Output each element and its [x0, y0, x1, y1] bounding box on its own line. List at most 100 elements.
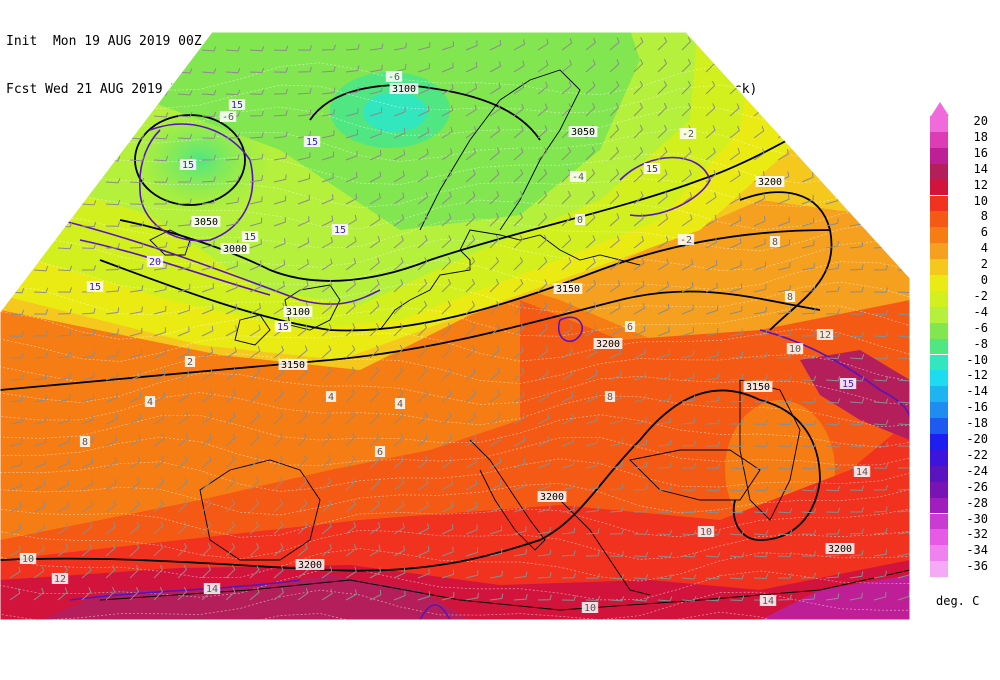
wind-barb — [537, 190, 548, 205]
wind-barb — [417, 235, 428, 249]
wind-barb — [9, 480, 22, 491]
wind-barb — [369, 433, 380, 447]
wind-barb — [129, 263, 144, 271]
wind-barb — [9, 177, 25, 184]
wind-barb — [441, 569, 454, 579]
wind-barb — [393, 192, 405, 205]
wind-barb — [729, 573, 745, 580]
wind-barb — [129, 477, 141, 491]
wind-barb — [33, 416, 47, 425]
wind-barb — [753, 126, 765, 139]
wind-barb — [249, 498, 260, 513]
wind-barb — [633, 58, 644, 73]
wind-barb — [465, 213, 476, 227]
isotherm-line — [0, 259, 910, 291]
wind-barb — [465, 345, 476, 359]
wind-barb — [105, 586, 116, 601]
wind-barb — [393, 590, 406, 601]
wind-barb — [441, 433, 453, 447]
wind-barb — [273, 195, 287, 205]
wind-barb — [657, 36, 668, 51]
wind-barb — [705, 103, 716, 117]
wind-barb — [777, 486, 793, 492]
wind-barb — [465, 389, 476, 403]
wind-barb — [9, 374, 24, 381]
wind-barb — [657, 552, 673, 558]
temperature-label-background — [769, 236, 781, 247]
temperature-label: 10 — [700, 527, 712, 538]
wind-barb — [489, 82, 501, 95]
coastline-caspian — [739, 379, 801, 521]
wind-barb — [561, 38, 573, 51]
coastline-britain — [284, 284, 341, 331]
legend-label: -36 — [966, 559, 988, 574]
wind-barb — [57, 479, 70, 491]
wind-barb — [321, 543, 333, 557]
wind-barb — [729, 147, 741, 161]
wind-barb — [417, 366, 428, 381]
wind-barb — [849, 60, 861, 73]
legend-label: 2 — [980, 257, 988, 272]
wind-barb — [873, 484, 888, 491]
legend-label: -4 — [973, 304, 988, 319]
wind-barb — [657, 124, 668, 139]
wind-barb — [225, 389, 237, 403]
wind-barb — [657, 80, 668, 95]
wind-barb — [681, 349, 695, 359]
wind-barb — [225, 476, 236, 491]
wind-barb — [801, 442, 817, 448]
wind-barb — [9, 42, 23, 51]
wind-barb — [441, 278, 452, 293]
legend-swatch — [930, 386, 948, 403]
wind-barb — [657, 462, 672, 469]
wind-barb — [729, 328, 743, 337]
wind-barb — [729, 552, 745, 558]
isotherm-line — [0, 548, 910, 582]
coastline-ireland — [234, 314, 271, 346]
wind-barb — [273, 88, 288, 95]
wind-barb — [609, 506, 624, 513]
geopotential-label: 3200 — [828, 544, 852, 555]
wind-barb — [633, 461, 648, 469]
wind-barb — [81, 89, 97, 96]
wind-barb — [849, 173, 863, 183]
wind-barb — [201, 68, 217, 74]
wind-barb — [82, 265, 97, 271]
wind-barb — [393, 500, 405, 513]
legend-swatch — [930, 402, 948, 419]
wind-barb — [225, 89, 241, 96]
wind-barb — [609, 257, 621, 271]
wind-barb — [657, 281, 670, 293]
legend-swatch — [930, 497, 948, 514]
wind-barb — [513, 39, 526, 51]
legend-label: 12 — [973, 177, 988, 192]
wind-barb — [345, 236, 357, 249]
wind-barb — [657, 371, 671, 381]
temperature-label-background — [51, 573, 69, 584]
wind-barb — [801, 464, 817, 470]
wind-barb — [273, 216, 286, 227]
wind-barb — [537, 279, 548, 293]
wind-barb — [537, 256, 548, 271]
wind-barb — [441, 169, 453, 183]
wind-barb — [777, 148, 789, 161]
wind-barb — [633, 439, 648, 447]
wind-barb — [273, 498, 284, 513]
wind-barb — [801, 194, 814, 205]
wind-barb — [753, 306, 767, 315]
wind-barb — [585, 81, 596, 95]
wind-barb — [729, 125, 740, 139]
wind-barb — [81, 200, 97, 206]
legend-swatch — [930, 306, 948, 323]
wind-barb — [369, 388, 380, 403]
wind-barb — [777, 508, 793, 514]
wind-barb — [801, 486, 817, 492]
wind-barb — [897, 591, 910, 601]
wind-barb — [201, 542, 212, 557]
wind-barb — [105, 328, 119, 337]
wind-barb — [177, 176, 192, 183]
wind-barb — [681, 395, 696, 403]
geopotential-label-background — [593, 338, 623, 349]
wind-label-background — [86, 281, 104, 292]
wind-barb — [297, 410, 308, 425]
